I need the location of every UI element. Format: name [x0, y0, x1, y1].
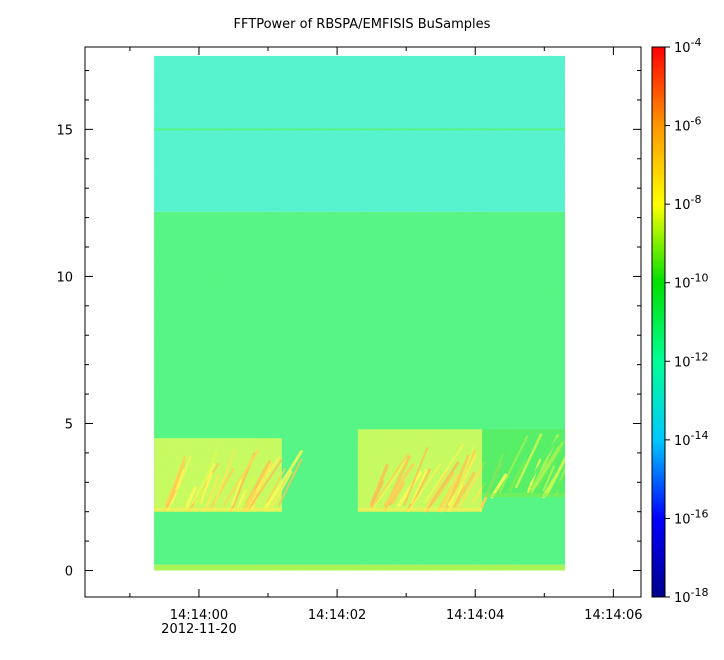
y-tick-label: 10: [56, 270, 73, 285]
colorbar-tick-label: 10-10: [674, 272, 709, 292]
x-tick-label: 14:14:04: [446, 608, 504, 623]
data-clip-group: [154, 55, 566, 571]
spectrogram-data: [154, 55, 566, 571]
colorbar-tick-label: 10-6: [674, 115, 702, 135]
y-tick-label: 0: [65, 565, 73, 580]
x-tick-label: 14:14:00: [170, 608, 228, 623]
colorbar-tick-label: 10-12: [674, 350, 709, 370]
colorbar: [651, 46, 666, 598]
y-tick-label: 15: [56, 123, 73, 138]
colorbar-tick-label: 10-18: [674, 586, 709, 606]
y-tick-label: 5: [65, 417, 73, 432]
colorbar-ticks: 10-4 10-6 10-8 10-10 10-12 10-14 10-16 10-18: [665, 36, 709, 606]
colorbar-tick-label: 10-4: [674, 36, 702, 56]
colorbar-tick-label: 10-16: [674, 507, 709, 527]
axes: 0 5 10 15 14:14:00 14:14:02 14:14:04 14:14:06: [56, 47, 643, 623]
chart-title: FFTPower of RBSPA/EMFISIS BuSamples: [233, 17, 491, 32]
noise-overlay: [154, 55, 566, 571]
x-tick-label: 14:14:06: [584, 608, 642, 623]
x-date-label: 2012-11-20: [161, 622, 237, 637]
x-tick-label: 14:14:02: [308, 608, 366, 623]
colorbar-tick-label: 10-8: [674, 193, 702, 213]
colorbar-tick-label: 10-14: [674, 429, 709, 449]
